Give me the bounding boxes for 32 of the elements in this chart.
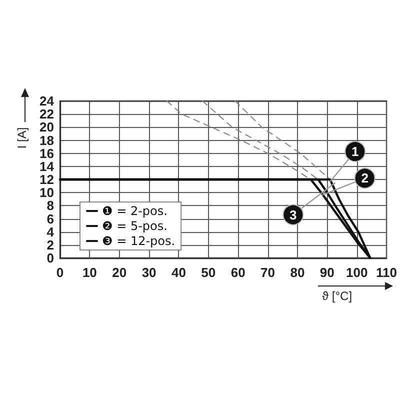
y-tick-label: 8 (46, 198, 54, 214)
x-tick-label: 100 (346, 265, 368, 280)
y-tick-label: 10 (40, 185, 54, 200)
y-tick-label: 14 (40, 158, 55, 174)
y-tick-label: 4 (46, 224, 55, 240)
legend-label: ❷ = 5-pos. (102, 219, 168, 233)
annotation: 1 (352, 144, 359, 159)
x-tick-label: 70 (260, 265, 276, 280)
x-tick-label: 40 (172, 265, 186, 280)
legend-label: ❶ = 2-pos. (102, 204, 168, 218)
x-tick-label: 10 (82, 265, 97, 280)
y-tick-label: 24 (40, 94, 55, 108)
x-tick-label: 50 (201, 265, 216, 280)
x-tick-label: 90 (320, 265, 334, 280)
y-tick-label: 2 (46, 237, 54, 252)
y-tick-label: 12 (40, 172, 54, 187)
y-tick-label: 0 (46, 250, 54, 266)
y-axis-title: I [A] (15, 127, 29, 149)
annotation: 3 (290, 207, 297, 222)
x-tick-label: 30 (142, 265, 156, 280)
legend-label: ❸ = 12-pos. (102, 234, 176, 248)
x-tick-label: 110 (376, 265, 398, 280)
x-tick-label: 60 (230, 265, 246, 280)
x-tick-label: 80 (290, 265, 305, 280)
y-tick-label: 20 (40, 120, 54, 135)
x-tick-label: 20 (112, 265, 127, 280)
y-tick-label: 22 (40, 106, 54, 122)
y-tick-label: 18 (40, 132, 54, 148)
x-axis-title: ϑ [°C] (322, 289, 352, 303)
annotation: 2 (361, 170, 368, 186)
y-tick-label: 6 (46, 211, 54, 226)
y-tick-label: 16 (40, 146, 54, 161)
